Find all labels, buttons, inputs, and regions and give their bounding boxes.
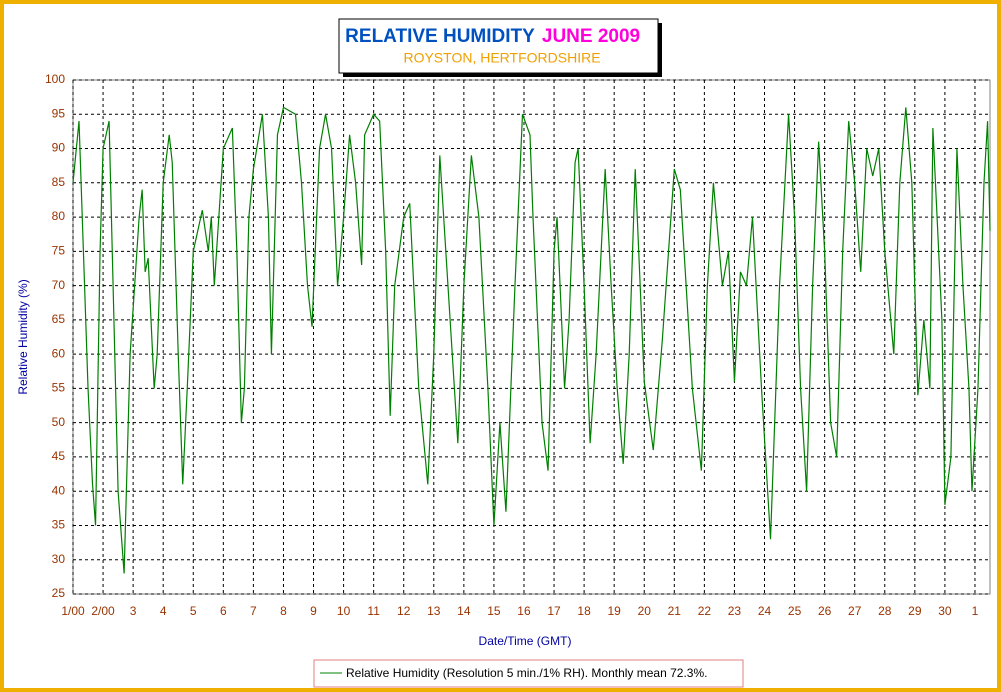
y-tick-label: 95 bbox=[52, 106, 66, 120]
x-tick-label: 1/00 bbox=[61, 604, 85, 618]
x-tick-label: 24 bbox=[758, 604, 772, 618]
chart-title: RELATIVE HUMIDITY bbox=[345, 26, 535, 47]
x-tick-label: 16 bbox=[517, 604, 531, 618]
y-tick-label: 45 bbox=[52, 449, 66, 463]
x-tick-label: 26 bbox=[818, 604, 832, 618]
x-tick-label: 3 bbox=[130, 604, 137, 618]
x-tick-label: 9 bbox=[310, 604, 317, 618]
x-tick-label: 14 bbox=[457, 604, 471, 618]
x-tick-label: 2/00 bbox=[91, 604, 115, 618]
x-tick-label: 15 bbox=[487, 604, 501, 618]
y-tick-label: 80 bbox=[52, 209, 66, 223]
x-tick-label: 27 bbox=[848, 604, 862, 618]
x-tick-label: 29 bbox=[908, 604, 922, 618]
x-tick-label: 4 bbox=[160, 604, 167, 618]
title-box bbox=[338, 18, 659, 74]
x-tick-label: 1 bbox=[972, 604, 979, 618]
chart-subtitle: ROYSTON, HERTFORDSHIRE bbox=[403, 50, 600, 66]
x-tick-label: 11 bbox=[367, 604, 380, 618]
chart-title-date: JUNE 2009 bbox=[542, 26, 640, 47]
y-tick-label: 50 bbox=[52, 415, 66, 429]
x-tick-label: 6 bbox=[220, 604, 227, 618]
x-tick-label: 7 bbox=[250, 604, 257, 618]
y-tick-label: 100 bbox=[45, 72, 65, 86]
x-tick-label: 30 bbox=[938, 604, 952, 618]
x-tick-label: 25 bbox=[788, 604, 802, 618]
x-tick-label: 21 bbox=[668, 604, 682, 618]
x-tick-label: 10 bbox=[337, 604, 351, 618]
y-tick-label: 85 bbox=[52, 175, 66, 189]
x-tick-label: 23 bbox=[728, 604, 742, 618]
y-tick-label: 25 bbox=[52, 586, 66, 600]
x-tick-label: 22 bbox=[698, 604, 712, 618]
y-axis-label: Relative Humidity (%) bbox=[16, 279, 30, 394]
x-tick-label: 13 bbox=[427, 604, 441, 618]
x-tick-label: 8 bbox=[280, 604, 287, 618]
x-tick-label: 17 bbox=[547, 604, 561, 618]
y-tick-label: 90 bbox=[52, 141, 66, 155]
x-axis-label: Date/Time (GMT) bbox=[479, 634, 572, 648]
y-tick-label: 60 bbox=[52, 346, 66, 360]
y-tick-label: 75 bbox=[52, 244, 66, 258]
y-tick-label: 55 bbox=[52, 381, 66, 395]
x-tick-label: 18 bbox=[577, 604, 591, 618]
x-tick-label: 28 bbox=[878, 604, 892, 618]
legend-label: Relative Humidity (Resolution 5 min./1% … bbox=[346, 666, 707, 680]
x-tick-label: 12 bbox=[397, 604, 411, 618]
y-tick-label: 65 bbox=[52, 312, 66, 326]
data-line bbox=[72, 106, 991, 574]
y-tick-label: 70 bbox=[52, 278, 66, 292]
x-tick-label: 5 bbox=[190, 604, 197, 618]
legend-box bbox=[313, 659, 744, 688]
y-tick-label: 30 bbox=[52, 552, 66, 566]
x-tick-label: 19 bbox=[608, 604, 622, 618]
x-tick-label: 20 bbox=[638, 604, 652, 618]
y-tick-label: 35 bbox=[52, 518, 66, 532]
y-tick-label: 40 bbox=[52, 483, 66, 497]
